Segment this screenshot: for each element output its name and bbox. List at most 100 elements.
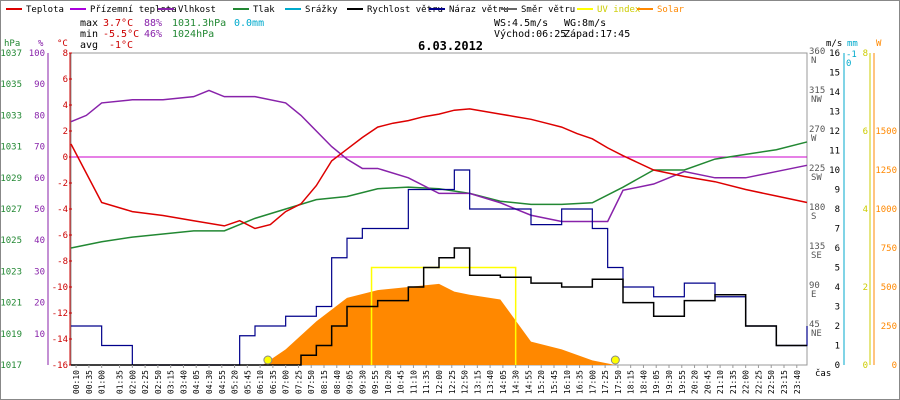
x-tick-14: 06:10 (256, 370, 265, 394)
x-axis-label: čas (815, 368, 831, 379)
tick-dir-1: 315 (809, 86, 825, 96)
tick-hpa-10: 1017 (0, 361, 22, 371)
x-tick-50: 21:10 (716, 370, 725, 394)
x-tick-30: 12:50 (461, 370, 470, 394)
stats-max-label: max (80, 18, 98, 29)
tick-ms-5: 11 (829, 147, 840, 157)
x-tick-25: 10:45 (397, 370, 406, 394)
tick-w-2: 1000 (875, 205, 897, 215)
x-tick-47: 19:55 (678, 370, 687, 394)
tick-w-0: 1500 (875, 127, 897, 137)
sunset-marker (610, 355, 620, 365)
axis-label-hpa: hPa (4, 39, 20, 49)
tick-ms-9: 7 (835, 225, 840, 235)
x-tick-38: 16:10 (563, 370, 572, 394)
x-tick-18: 07:50 (307, 370, 316, 394)
tick-dir-5: 135 (809, 242, 825, 252)
tick-dir-4: 180 (809, 203, 825, 213)
tick-hpa-1: 1035 (0, 80, 22, 90)
tick-uv-2: 4 (863, 205, 868, 215)
stats-min-temp: -5.5°C (103, 29, 139, 40)
x-tick-33: 14:05 (499, 370, 508, 394)
tick-uv-3: 2 (863, 283, 868, 293)
x-tick-41: 17:25 (601, 370, 610, 394)
tick-pct-4: 60 (34, 174, 45, 184)
x-tick-43: 18:15 (627, 370, 636, 394)
stats-max-temp: 3.7°C (103, 18, 133, 29)
stats-avg-temp: -1°C (109, 40, 133, 51)
x-tick-4: 02:00 (128, 370, 137, 394)
x-tick-35: 14:55 (524, 370, 533, 394)
tick-dirname-1: NW (811, 95, 822, 105)
x-tick-16: 07:00 (282, 370, 291, 394)
legend-label-8: UV index (597, 5, 641, 15)
tick-pct-1: 90 (34, 80, 45, 90)
x-tick-1: 00:35 (85, 370, 94, 394)
x-tick-46: 19:30 (665, 370, 674, 394)
axis-label-mm: mm (847, 39, 858, 49)
tick-hpa-3: 1031 (0, 143, 22, 153)
legend-label-3: Tlak (253, 5, 275, 15)
x-tick-7: 03:15 (167, 370, 176, 394)
tick-ms-14: 2 (835, 322, 840, 332)
series-tlak (70, 141, 808, 249)
axis-label-ms: m/s (826, 39, 842, 49)
series-vlhkost (70, 89, 808, 223)
x-tick-2: 01:00 (98, 370, 107, 394)
tick-ms-3: 13 (829, 108, 840, 118)
stats-min-press: 1024hPa (172, 29, 214, 40)
tick-pct-8: 20 (34, 299, 45, 309)
tick-uv-4: 0 (863, 361, 868, 371)
tick-ms-8: 8 (835, 205, 840, 215)
x-tick-31: 13:15 (473, 370, 482, 394)
tick-dir-3: 225 (809, 164, 825, 174)
tick-temp-3: 2 (63, 127, 68, 137)
tick-hpa-5: 1027 (0, 205, 22, 215)
tick-temp-7: -6 (57, 231, 68, 241)
tick-hpa-7: 1023 (0, 267, 22, 277)
tick-pct-0: 100 (29, 49, 45, 59)
x-tick-11: 04:55 (218, 370, 227, 394)
x-tick-28: 12:00 (435, 370, 444, 394)
chart-title: 6.03.2012 (418, 39, 483, 53)
legend-label-0: Teplota (26, 5, 64, 15)
tick-pct-6: 40 (34, 236, 45, 246)
x-tick-39: 16:35 (576, 370, 585, 394)
x-tick-52: 22:00 (742, 370, 751, 394)
tick-w-6: 0 (892, 361, 897, 371)
plot-series (70, 89, 808, 366)
tick-w-3: 750 (881, 244, 897, 254)
tick-hpa-9: 1019 (0, 330, 22, 340)
stats-avg-label: avg (80, 40, 98, 51)
tick-ms-7: 9 (835, 186, 840, 196)
tick-pct-5: 50 (34, 205, 45, 215)
legend-label-4: Srážky (305, 5, 338, 15)
x-tick-53: 22:25 (754, 370, 763, 394)
stats-sunset: Západ:17:45 (564, 28, 630, 40)
x-tick-48: 20:20 (691, 370, 700, 394)
legend-label-2: Vlhkost (178, 5, 216, 15)
x-tick-36: 15:20 (537, 370, 546, 394)
x-tick-12: 05:20 (231, 370, 240, 394)
tick-temp-4: 0 (63, 153, 68, 163)
tick-pct-9: 10 (34, 330, 45, 340)
x-tick-15: 06:35 (269, 370, 278, 394)
x-tick-34: 14:30 (512, 370, 521, 394)
x-tick-55: 23:15 (780, 370, 789, 394)
x-tick-45: 19:05 (652, 370, 661, 394)
tick-temp-2: 4 (63, 101, 68, 111)
x-tick-51: 21:35 (729, 370, 738, 394)
legend-label-1: Přízemní teplota (90, 5, 177, 15)
x-tick-32: 13:40 (486, 370, 495, 394)
x-tick-6: 02:50 (154, 370, 163, 394)
tick-w-4: 500 (881, 283, 897, 293)
axis-label-w: W (876, 39, 882, 49)
stats-min-label: min (80, 29, 98, 40)
x-tick-29: 12:25 (448, 370, 457, 394)
stats-ws: WS:4.5m/s (494, 18, 548, 29)
x-tick-17: 07:25 (294, 370, 303, 394)
x-tick-26: 11:10 (409, 370, 418, 394)
tick-dirname-4: S (811, 212, 816, 222)
series-rychlost-větru (71, 247, 807, 366)
